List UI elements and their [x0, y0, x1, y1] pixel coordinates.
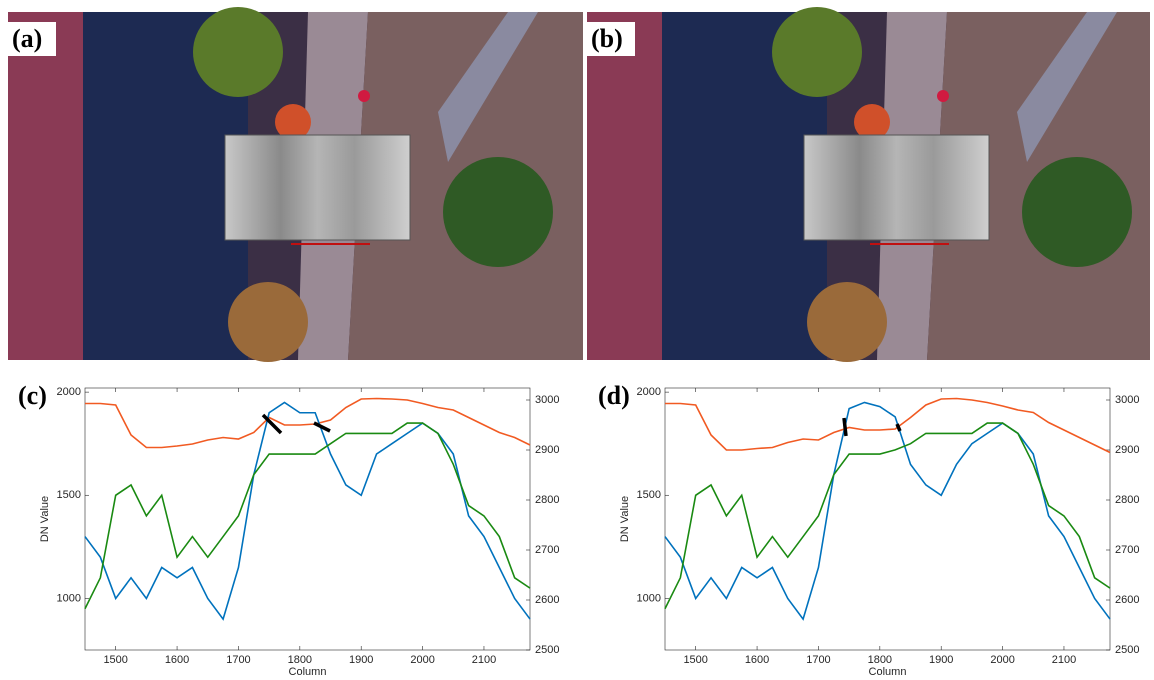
y2-tick-label: 2800	[1115, 494, 1139, 506]
x-tick-label: 1600	[745, 654, 769, 666]
x-tick-label: 1800	[288, 654, 312, 666]
y-tick-label: 1500	[57, 489, 81, 501]
y-tick-label: 2000	[57, 386, 81, 398]
x-tick-label: 1500	[103, 654, 127, 666]
annotation	[261, 413, 902, 437]
data-line	[664, 401, 1111, 621]
x-tick-label: 2100	[472, 654, 496, 666]
y2-tick-label: 2600	[535, 594, 559, 606]
annotation-line	[842, 417, 848, 437]
x-tick-label: 2000	[410, 654, 434, 666]
plot-area	[84, 387, 531, 651]
x-axis-title: Column	[869, 666, 907, 678]
x-tick-label: 1900	[929, 654, 953, 666]
panel-label: (b)	[591, 24, 623, 53]
y-tick-label: 1000	[57, 592, 81, 604]
photo: (a)	[8, 7, 583, 362]
y2-tick-label: 3000	[535, 394, 559, 406]
y-tick-label: 1500	[637, 489, 661, 501]
panel-label: (d)	[598, 381, 630, 410]
y2-tick-label: 2600	[1115, 594, 1139, 606]
y2-tick-label: 2700	[1115, 544, 1139, 556]
y-axis-title: DN Value	[39, 496, 51, 542]
y-tick-label: 2000	[637, 386, 661, 398]
data-line	[85, 397, 531, 449]
y2-tick-label: 2800	[535, 494, 559, 506]
x-tick-label: 1700	[226, 654, 250, 666]
y2-tick-label: 2900	[535, 444, 559, 456]
x-tick-label: 2100	[1052, 654, 1076, 666]
x-tick-label: 2000	[990, 654, 1014, 666]
data-line	[84, 401, 531, 621]
x-tick-label: 1700	[806, 654, 830, 666]
x-tick-label: 1500	[683, 654, 707, 666]
panel-label: (c)	[18, 381, 47, 410]
panel-label: (a)	[12, 24, 42, 53]
x-tick-label: 1800	[868, 654, 892, 666]
x-axis-title: Column	[289, 666, 327, 678]
y-tick-label: 1000	[637, 592, 661, 604]
x-tick-label: 1900	[349, 654, 373, 666]
annotation-line	[313, 421, 331, 433]
y2-tick-label: 3000	[1115, 394, 1139, 406]
annotation-line	[261, 413, 283, 435]
x-tick-label: 1600	[165, 654, 189, 666]
photo: (b)	[587, 7, 1150, 362]
y2-tick-label: 2700	[535, 544, 559, 556]
data-line	[664, 422, 1111, 610]
data-line	[84, 422, 531, 610]
y-axis-title: DN Value	[619, 496, 631, 542]
y2-tick-label: 2500	[1115, 644, 1139, 656]
y2-tick-label: 2900	[1115, 444, 1139, 456]
data-line	[665, 397, 1111, 454]
plot-area	[664, 387, 1111, 651]
annotation-line	[895, 423, 902, 432]
y2-tick-label: 2500	[535, 644, 559, 656]
